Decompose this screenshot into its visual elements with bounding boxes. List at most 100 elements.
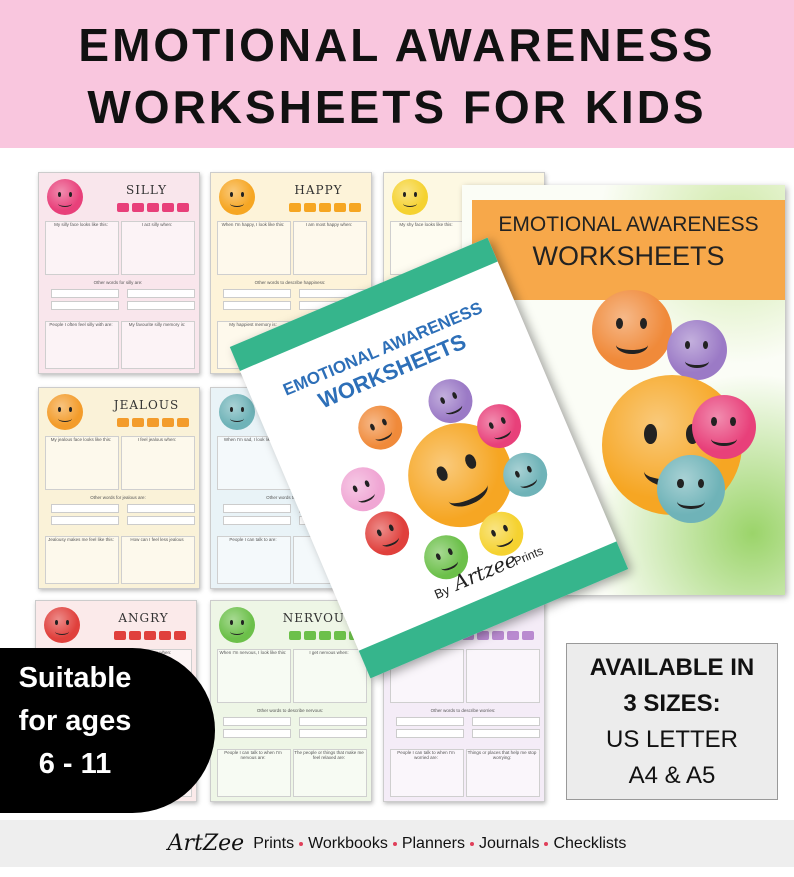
worksheet-title: JEALOUS <box>113 398 180 412</box>
icon <box>129 631 141 640</box>
face-mouth <box>57 415 73 422</box>
back-cover: EMOTIONAL AWARENESS WORKSHEETS <box>462 185 785 595</box>
icon <box>507 631 519 640</box>
icon <box>117 418 129 427</box>
footer-brand: ArtZee <box>167 831 245 856</box>
answer-box <box>45 436 119 490</box>
emoji-face <box>44 607 80 643</box>
face-mouth <box>492 425 513 442</box>
icon <box>174 631 186 640</box>
face-eye <box>488 421 495 430</box>
sizes-text: AVAILABLE IN <box>589 654 755 681</box>
face-eye <box>644 424 657 444</box>
input-line <box>299 717 367 726</box>
face-mouth <box>229 200 245 207</box>
prompt: When I'm nervous, I look like this: <box>219 650 287 655</box>
face-mouth <box>380 532 401 549</box>
icon <box>162 203 174 212</box>
icon <box>334 203 346 212</box>
badge-text: for ages <box>18 705 132 737</box>
worksheet: NERVOUS When I'm nervous, I look like thi… <box>210 600 372 802</box>
icon <box>492 631 504 640</box>
icon <box>304 631 316 640</box>
face-eye <box>616 318 624 330</box>
footer-item: Workbooks <box>308 834 388 852</box>
input-line <box>51 504 119 513</box>
face-eye <box>388 524 395 532</box>
answer-box <box>217 749 291 797</box>
input-line <box>223 717 291 726</box>
icon <box>177 203 189 212</box>
face-eye <box>685 341 691 350</box>
face-eye <box>57 406 62 412</box>
input-line <box>127 289 195 298</box>
input-line <box>223 289 291 298</box>
face-eye <box>711 417 717 427</box>
sizes-text: 3 SIZES: <box>623 690 721 717</box>
face-eye <box>514 470 521 478</box>
face-mouth <box>685 355 709 368</box>
face-eye <box>435 553 442 561</box>
sizes-box: AVAILABLE IN 3 SIZES: US LETTER A4 & A5 <box>566 643 778 800</box>
prompt: Jealousy makes me feel like this: <box>48 537 114 542</box>
icon <box>114 631 126 640</box>
separator-dot <box>469 841 474 846</box>
prompt: People I often feel silly with are: <box>49 322 113 327</box>
face-eye <box>57 191 62 197</box>
face-mouth <box>444 474 492 512</box>
face-mouth <box>616 336 648 354</box>
emoji-face <box>358 504 416 563</box>
icon <box>289 203 301 212</box>
face-eye <box>240 191 244 197</box>
emoji-face <box>219 179 255 215</box>
footer-item: Prints <box>253 834 295 852</box>
face-eye <box>463 453 478 471</box>
face-mouth <box>402 200 418 207</box>
answer-box <box>466 649 540 703</box>
face-eye <box>703 341 709 350</box>
emoji-face <box>334 460 392 519</box>
worksheet-title: ANGRY <box>118 611 169 625</box>
input-line <box>472 717 540 726</box>
answer-box <box>217 221 291 275</box>
answer-box <box>293 749 367 797</box>
emoji-face <box>421 372 480 430</box>
face-eye <box>364 479 371 488</box>
face-eye <box>697 478 704 489</box>
input-line <box>51 289 119 298</box>
face-eye <box>229 406 234 412</box>
footer: ArtZee Prints Workbooks Planners Journals Che… <box>0 820 794 867</box>
age-badge: Suitable for ages 6 - 11 <box>0 648 215 813</box>
icon <box>117 203 129 212</box>
icon <box>304 203 316 212</box>
icon <box>349 203 361 212</box>
icon <box>177 418 189 427</box>
face-mouth <box>677 494 705 509</box>
prompt: The people or things that make me feel r… <box>294 750 364 760</box>
icon <box>132 203 144 212</box>
face-mouth <box>518 474 539 491</box>
emoji-face <box>692 395 756 459</box>
sizes-text: A4 & A5 <box>628 762 716 789</box>
prompt: People I can talk to when I'm nervous ar… <box>224 750 282 760</box>
answer-box <box>45 321 119 369</box>
prompt: Other words to describe <box>266 495 314 500</box>
answer-box <box>217 649 291 703</box>
face-mouth <box>229 628 245 635</box>
face-eye <box>240 619 244 625</box>
face-mouth <box>494 533 515 550</box>
input-line <box>223 729 291 738</box>
input-line <box>299 729 367 738</box>
answer-box <box>121 321 195 369</box>
emoji-face <box>219 394 255 430</box>
prompt: Other words to describe happiness: <box>254 280 326 285</box>
face-eye <box>54 619 59 625</box>
sizes-text: US LETTER <box>605 726 739 753</box>
face-mouth <box>54 628 70 635</box>
icon <box>144 631 156 640</box>
input-line <box>223 516 291 525</box>
face-mouth <box>356 488 377 505</box>
icon <box>132 418 144 427</box>
prompt: My shy face looks like this: <box>399 222 453 227</box>
